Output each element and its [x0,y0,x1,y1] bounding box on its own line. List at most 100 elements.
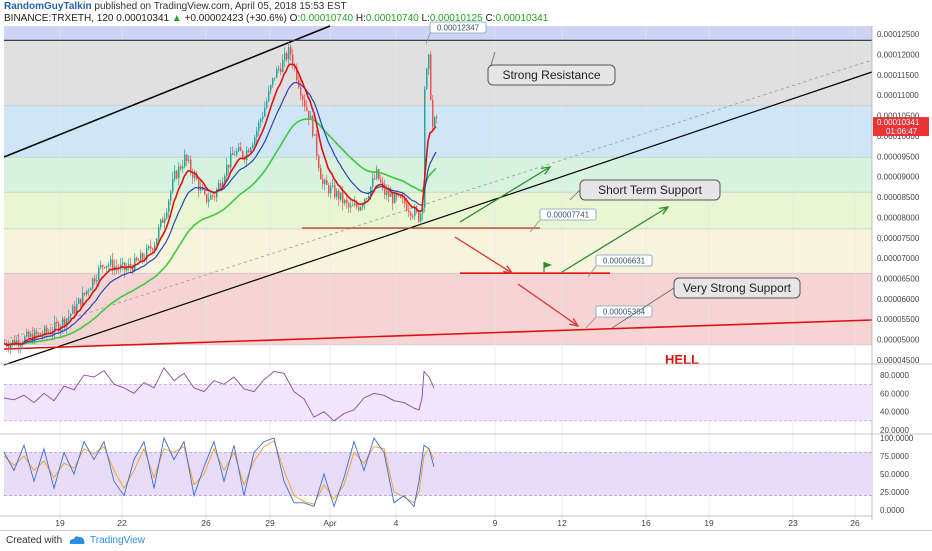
candle-body [262,116,264,120]
candle-body [384,184,386,195]
candle-body [38,333,40,335]
candle-body [218,183,220,190]
time-tick-label: 26 [201,518,211,528]
candle-body [44,327,46,336]
candle-body [206,194,208,202]
candle-body [400,195,402,198]
candle-body [214,196,216,198]
candle-body [434,117,436,127]
candle-body [208,199,210,202]
candle-body [96,280,98,282]
candle-body [110,259,112,265]
candle-body [170,191,172,201]
candle-body [168,200,170,213]
candle-body [236,150,238,155]
flag-icon-cloth [544,262,552,268]
candle-body [212,195,214,197]
candle-body [380,179,382,183]
candle-body [232,153,234,156]
candle-body [414,207,416,217]
candle-body [344,199,346,204]
author-name[interactable]: RandomGuyTalkin [4,1,92,12]
very-strong-support-callout-pointer [611,287,675,329]
candle-body [374,178,376,180]
level-pointer [425,32,431,45]
close-label: C: [485,13,496,24]
candle-body [304,99,306,107]
trading-chart[interactable]: 0.00012347 0.00007741 0.00006631 0.00005364… [0,0,932,530]
candle-body [370,186,372,196]
candle-body [8,346,10,349]
price-tick-label: 0.00011500 [877,71,919,80]
candle-body [46,327,48,333]
candle-body [240,147,242,152]
candle-body [56,322,58,324]
price-change: +0.00002423 (+30.6%) [184,13,287,24]
price-tick-label: 0.00008500 [877,193,920,202]
candle-body [314,134,316,136]
candle-body [194,173,196,178]
candle-body [372,178,374,187]
red-arrow-1-head [503,265,514,274]
candle-body [140,253,142,261]
candle-body [302,95,304,100]
candle-body [428,54,430,69]
candle-body [242,151,244,158]
candle-body [100,265,102,268]
candle-body [350,205,352,208]
green-arrow-1 [459,166,551,223]
candle-body [326,180,328,186]
candle-body [332,185,334,187]
candle-body [116,266,118,268]
fib-zone [4,105,872,158]
candle-body [310,116,312,120]
candle-body [404,197,406,204]
open-value: 0.00010740 [300,13,354,24]
level-pointer [529,219,541,233]
green-arrow-2 [561,206,669,273]
candle-body [252,144,254,148]
candle-body [136,257,138,261]
candle-body [430,54,432,100]
rsi-tick-label: 20.0000 [880,426,909,435]
candle-body [40,333,42,336]
candle-body [290,46,292,56]
candle-body [318,155,320,169]
red-arrow-1 [454,236,513,274]
level-label-6631: 0.00006631 [595,254,653,267]
candle-body [340,192,342,200]
price-tick-label: 0.00009000 [877,173,920,182]
tradingview-brand[interactable]: TradingView [90,535,146,546]
candle-body [184,154,186,167]
candle-body [190,159,192,172]
candle-body [392,193,394,204]
time-tick-label: 22 [117,518,127,528]
candle-body [122,262,124,265]
candle-body [276,68,278,78]
candle-body [20,344,22,347]
candle-body [160,219,162,228]
red-arrow-2 [517,283,579,327]
candle-body [222,181,224,187]
rsi-tick-label: 80.0000 [880,371,909,380]
level-label-7741: 0.00007741 [539,208,597,221]
candle-body [258,122,260,131]
candle-body [102,265,104,267]
candle-body [342,192,344,204]
fib-zone [4,228,872,274]
price-axis-bg [872,26,932,530]
candle-body [80,298,82,306]
price-tick-label: 0.00012500 [877,30,920,39]
candle-body [216,189,218,198]
candles [4,41,438,355]
green-arrow-2-head [659,206,670,215]
last-price: 0.00010341 [116,13,170,24]
candle-body [86,290,88,295]
candle-body [336,190,338,198]
published-text: published on TradingView.com, April 05, … [94,1,347,12]
candle-body [352,205,354,207]
time-tick-label: 19 [55,518,65,528]
price-tick-label: 0.00009500 [877,152,920,161]
price-tick-label: 0.00004500 [877,356,920,365]
candle-body [282,60,284,73]
